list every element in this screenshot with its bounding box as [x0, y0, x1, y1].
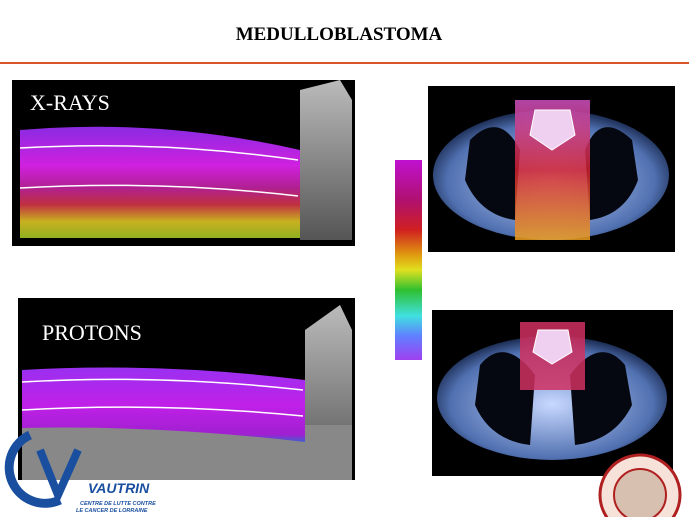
panel-label: X-RAYS — [30, 90, 110, 115]
xray-image: X-RAYS — [12, 80, 355, 246]
proton-image: PROTONS — [18, 298, 355, 480]
logo-subtitle: CENTRE DE LUTTE CONTRE — [80, 501, 156, 507]
slide-title: MEDULLOBLASTOMA — [236, 24, 443, 45]
ct-proton-image — [432, 310, 673, 476]
ct-xray-image — [428, 86, 675, 252]
panel-label: PROTONS — [42, 320, 142, 345]
logo-name: VAUTRIN — [88, 480, 150, 496]
vautrin-logo: VAUTRIN CENTRE DE LUTTE CONTRE LE CANCER… — [4, 430, 156, 514]
logo-subtitle: LE CANCER DE LORRAINE — [76, 508, 148, 514]
dose-color-scale — [395, 160, 422, 360]
university-seal — [598, 453, 682, 517]
